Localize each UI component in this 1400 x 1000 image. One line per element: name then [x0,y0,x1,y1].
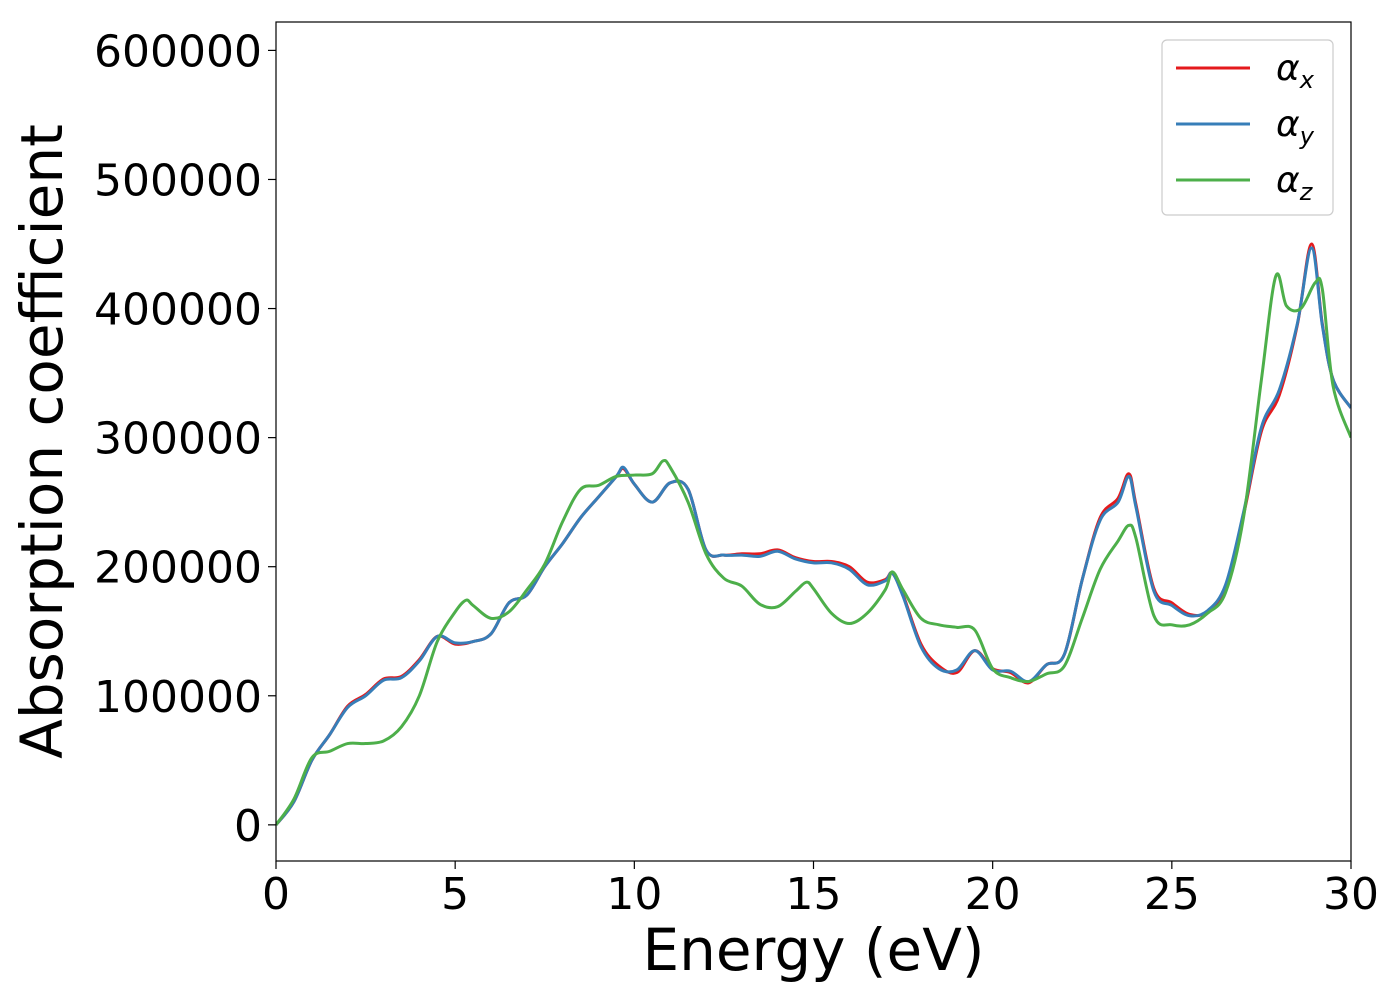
legend-label-z: αz [1276,160,1314,206]
legend-symbol: α [1276,48,1300,89]
y-tick-label: 300000 [94,414,262,465]
x-tick-label: 30 [1323,869,1379,920]
y-tick-label: 100000 [94,672,262,723]
y-tick-label: 500000 [94,155,262,206]
plot-lines [276,242,1351,826]
y-tick-label: 0 [234,801,262,852]
x-tick-label: 15 [786,869,842,920]
legend-subscript: z [1299,178,1314,206]
series-line-z [276,272,1351,826]
x-axis: 0 5 10 15 20 25 30 [262,861,1379,920]
x-tick-label: 5 [441,869,469,920]
legend-label-y: αy [1276,104,1315,150]
x-axis-label: Energy (eV) [642,916,984,984]
y-tick-label: 200000 [94,543,262,594]
y-tick-label: 600000 [94,26,262,77]
x-tick-label: 20 [965,869,1021,920]
legend-symbol: α [1276,104,1300,145]
legend-box [1161,39,1334,216]
x-tick-label: 10 [606,869,662,920]
legend-subscript: x [1299,66,1315,94]
legend-symbol: α [1276,160,1300,201]
y-tick-label: 400000 [94,285,262,336]
y-axis-label: Absorption coefficient [8,124,76,759]
x-tick-label: 25 [1144,869,1200,920]
y-axis: 0 100000 200000 300000 400000 500000 600000 [94,26,276,852]
series-line-y [276,246,1351,826]
x-tick-label: 0 [262,869,290,920]
legend-subscript: y [1299,122,1315,150]
legend-label-x: αx [1276,48,1315,94]
